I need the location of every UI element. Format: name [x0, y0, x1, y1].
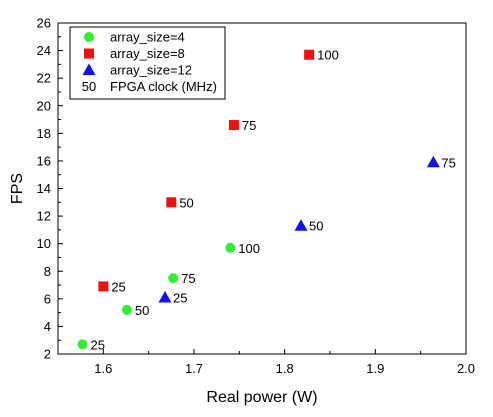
x-tick-label: 2.0: [457, 361, 475, 376]
y-tick-label: 16: [37, 153, 51, 168]
y-tick-label: 4: [44, 319, 51, 334]
data-points: 25 50 75 100 25 50 75 100 25 50 75: [77, 48, 456, 352]
point-label: 25: [111, 279, 125, 294]
y-axis-title: FPS: [9, 173, 26, 204]
legend-entry: array_size=12: [110, 63, 192, 78]
y-tick-label: 6: [44, 291, 51, 306]
data-point: [294, 219, 308, 231]
y-tick-label: 12: [37, 209, 51, 224]
data-point: [228, 120, 239, 131]
y-tick-label: 22: [37, 71, 51, 86]
data-point: [77, 339, 88, 350]
data-point: [98, 281, 109, 292]
y-tick-label: 18: [37, 126, 51, 141]
y-tick-label: 10: [37, 236, 51, 251]
legend-marker: [84, 48, 94, 59]
data-point: [426, 155, 440, 168]
point-label: 75: [181, 271, 195, 286]
point-label: 75: [441, 155, 455, 170]
data-point: [158, 290, 172, 303]
point-label: 100: [238, 241, 260, 256]
legend-entry: array_size=4: [110, 30, 185, 45]
point-label: 50: [309, 219, 323, 234]
x-tick-label: 1.8: [276, 361, 294, 376]
x-tick-label: 1.9: [366, 361, 384, 376]
y-tick-label: 14: [37, 181, 51, 196]
point-label: 50: [135, 303, 149, 318]
data-point: [168, 273, 179, 284]
legend-entry: FPGA clock (MHz): [110, 79, 217, 94]
point-label: 100: [317, 48, 339, 63]
legend-entry: array_size=8: [110, 46, 185, 61]
data-point: [304, 49, 315, 60]
legend-label-sample: 50: [82, 79, 96, 94]
legend-box: [69, 26, 226, 100]
point-label: 25: [173, 290, 187, 305]
x-tick-label: 1.6: [94, 361, 112, 376]
point-label: 75: [242, 118, 256, 133]
x-axis-title: Real power (W): [206, 389, 317, 406]
legend-marker: [84, 32, 94, 42]
y-tick-label: 24: [37, 43, 51, 58]
y-tick-label: 8: [44, 264, 51, 279]
y-tick-label: 20: [37, 98, 51, 113]
y-tick-label: 2: [44, 347, 51, 362]
legend-marker: [82, 63, 96, 75]
data-point: [166, 197, 177, 208]
data-point: [225, 242, 236, 253]
point-label: 50: [179, 195, 193, 210]
x-tick-label: 1.7: [185, 361, 203, 376]
point-label: 25: [90, 337, 104, 352]
data-point: [121, 304, 132, 315]
y-tick-label: 26: [37, 16, 51, 31]
